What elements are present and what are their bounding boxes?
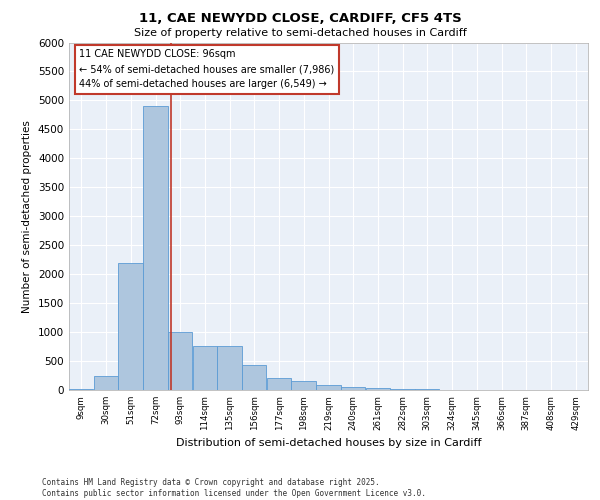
Bar: [365, 388, 390, 390]
Bar: [341, 387, 365, 390]
X-axis label: Distribution of semi-detached houses by size in Cardiff: Distribution of semi-detached houses by …: [176, 438, 481, 448]
Bar: [267, 378, 291, 390]
Text: Size of property relative to semi-detached houses in Cardiff: Size of property relative to semi-detach…: [134, 28, 466, 38]
Bar: [69, 389, 94, 390]
Bar: [292, 382, 316, 390]
Text: 11, CAE NEWYDD CLOSE, CARDIFF, CF5 4TS: 11, CAE NEWYDD CLOSE, CARDIFF, CF5 4TS: [139, 12, 461, 26]
Text: Contains HM Land Registry data © Crown copyright and database right 2025.
Contai: Contains HM Land Registry data © Crown c…: [42, 478, 426, 498]
Bar: [168, 332, 192, 390]
Y-axis label: Number of semi-detached properties: Number of semi-detached properties: [22, 120, 32, 312]
Bar: [143, 106, 167, 390]
Bar: [316, 385, 341, 390]
Bar: [217, 346, 242, 390]
Bar: [118, 262, 143, 390]
Bar: [242, 364, 266, 390]
Bar: [390, 388, 415, 390]
Bar: [94, 376, 118, 390]
Text: 11 CAE NEWYDD CLOSE: 96sqm
← 54% of semi-detached houses are smaller (7,986)
44%: 11 CAE NEWYDD CLOSE: 96sqm ← 54% of semi…: [79, 50, 335, 89]
Bar: [193, 346, 217, 390]
